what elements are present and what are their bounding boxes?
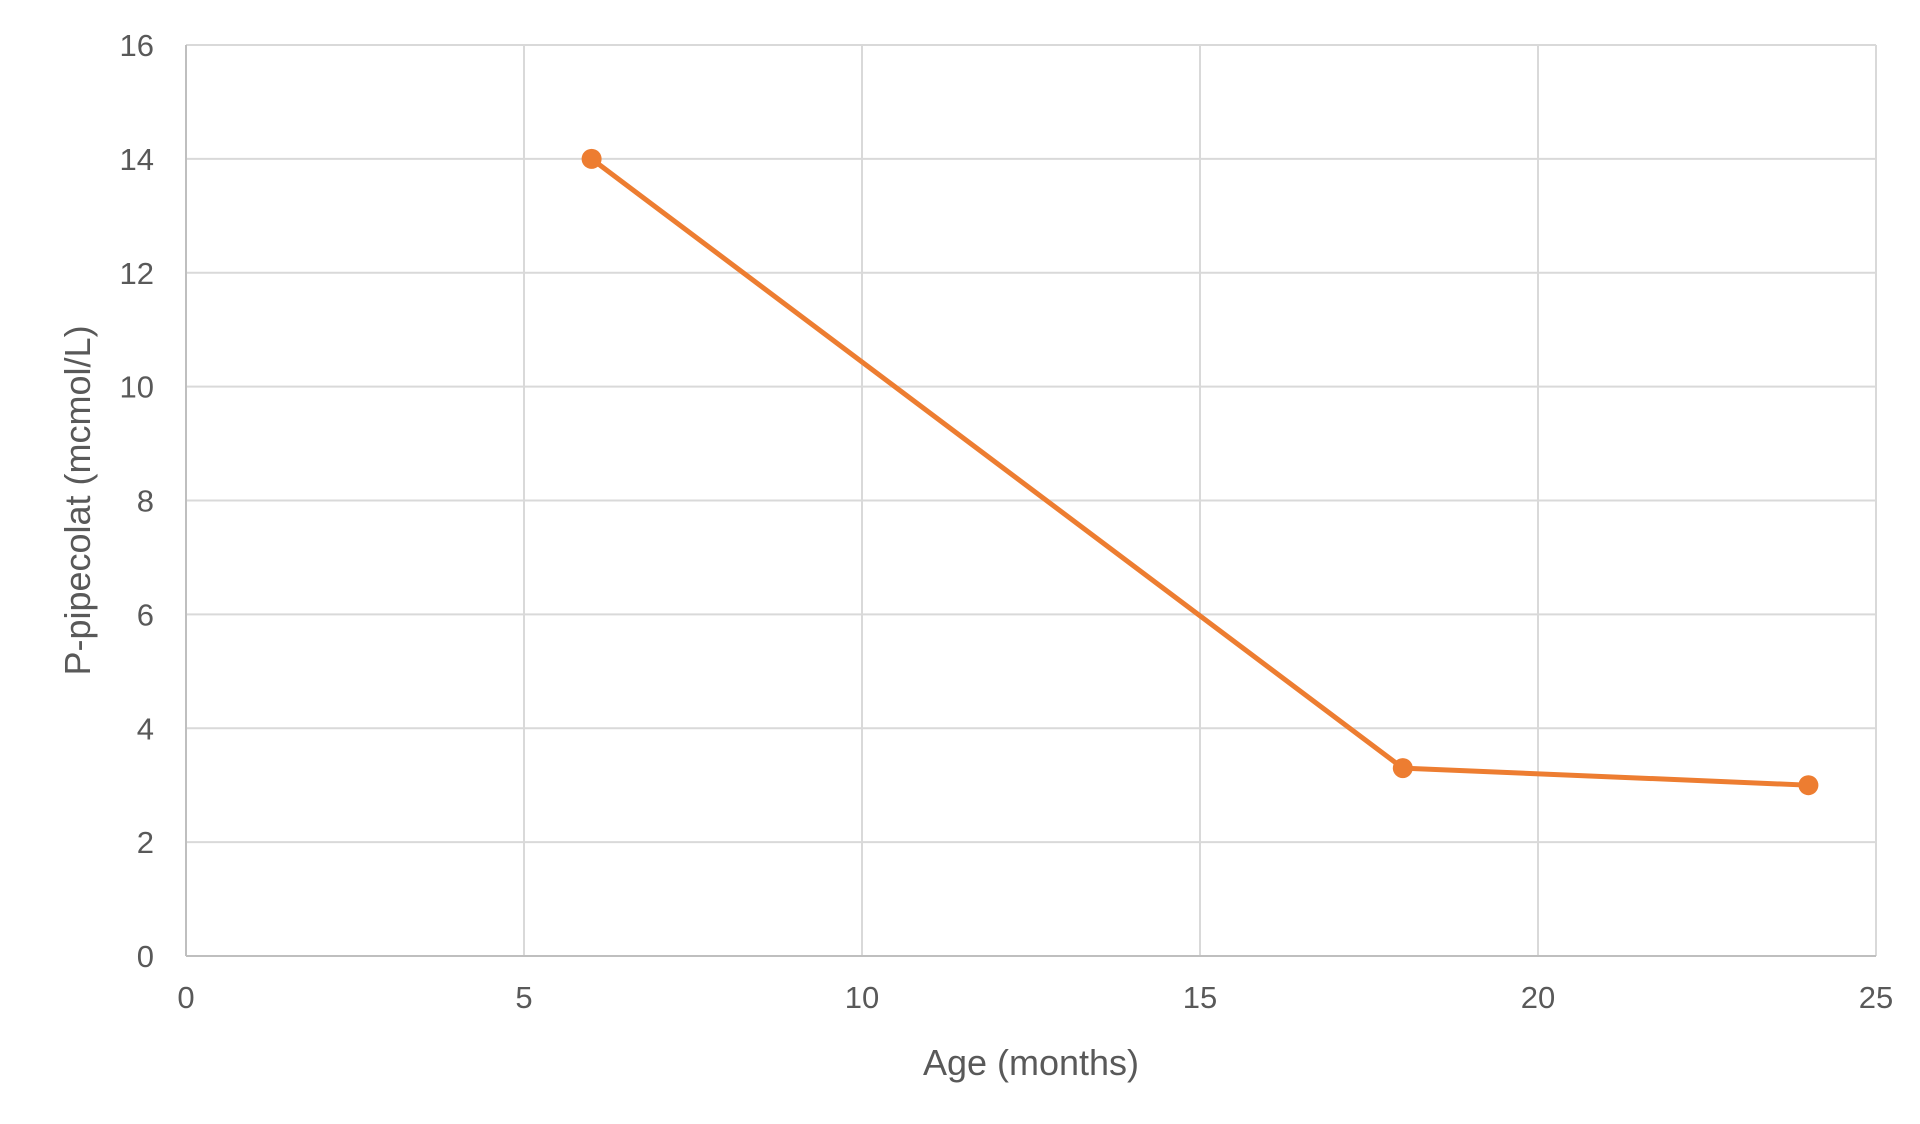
y-axis-title: P-pipecolat (mcmol/L) <box>57 325 98 675</box>
data-point <box>1798 775 1819 796</box>
x-tick-label: 20 <box>1521 980 1555 1015</box>
x-tick-label: 10 <box>845 980 879 1015</box>
y-tick-label: 10 <box>120 370 154 405</box>
data-point <box>1392 758 1413 779</box>
y-tick-label: 4 <box>137 711 154 746</box>
series <box>581 148 1819 796</box>
y-tick-label: 16 <box>120 28 154 63</box>
y-tick-label: 14 <box>120 142 154 177</box>
y-tick-label: 2 <box>137 825 154 860</box>
x-axis-title: Age (months) <box>923 1042 1139 1083</box>
axes <box>185 45 1876 957</box>
tick-labels: 0 2 4 6 8 10 12 14 16 0 5 10 15 20 25 <box>120 28 1894 1015</box>
y-tick-label: 12 <box>120 256 154 291</box>
x-tick-label: 15 <box>1183 980 1217 1015</box>
gridlines <box>186 44 1877 956</box>
x-tick-label: 5 <box>515 980 532 1015</box>
x-tick-label: 0 <box>177 980 194 1015</box>
data-point <box>581 148 602 169</box>
y-tick-label: 8 <box>137 484 154 519</box>
y-tick-label: 6 <box>137 597 154 632</box>
x-tick-label: 25 <box>1859 980 1893 1015</box>
y-tick-label: 0 <box>137 939 154 974</box>
